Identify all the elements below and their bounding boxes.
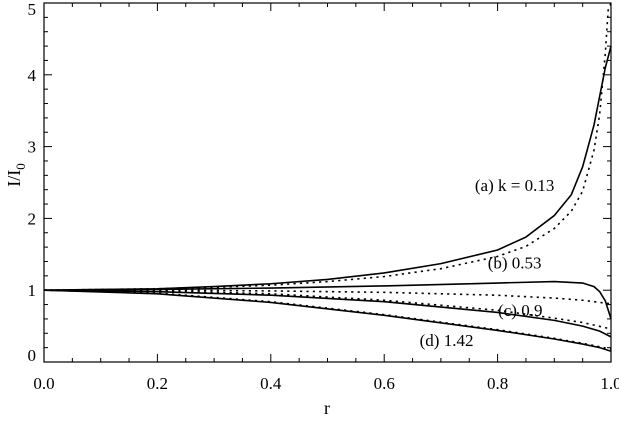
- x-tick-label: 1.0: [600, 374, 619, 393]
- series-line-d-dotted: [43, 289, 612, 350]
- series-line-c-solid: [43, 289, 612, 338]
- x-tick-label: 0.0: [33, 374, 54, 393]
- y-tick-label: 5: [28, 0, 37, 19]
- y-axis-label: I/I0: [4, 163, 28, 187]
- curve-annotation: (d) 1.42: [420, 331, 474, 350]
- y-axis-label-main: I/I: [4, 170, 24, 187]
- y-tick-label: 3: [28, 138, 37, 157]
- series-line-a-solid: [43, 45, 612, 291]
- series-line-b-solid: [43, 280, 612, 320]
- y-tick-label: 0: [28, 346, 37, 365]
- y-tick-labels: 0 1 2 3 4 5: [28, 0, 37, 365]
- curve-annotation: (a) k = 0.13: [475, 176, 554, 195]
- x-tick-label: 0.8: [487, 374, 508, 393]
- y-axis-label-subscript: 0: [13, 163, 28, 170]
- y-tick-label: 1: [28, 281, 37, 300]
- annotation-layer: (a) k = 0.13 (b) 0.53 (c) 0.9 (d) 1.42: [420, 176, 555, 350]
- series-line-c-dotted: [43, 289, 612, 330]
- series-line-b-dotted: [44, 289, 612, 305]
- x-tick-label: 0.2: [147, 374, 168, 393]
- series-line-a-dotted: [43, 2, 612, 291]
- series-layer: [43, 2, 612, 352]
- x-axis-label: r: [324, 398, 330, 418]
- curve-annotation: (b) 0.53: [488, 254, 542, 273]
- x-tick-labels: 0.0 0.2 0.4 0.6 0.8 1.0: [33, 374, 619, 393]
- curve-annotation: (c) 0.9: [498, 301, 542, 320]
- x-tick-label: 0.6: [374, 374, 395, 393]
- y-tick-label: 4: [28, 66, 37, 85]
- series-line-d-solid: [43, 289, 612, 352]
- x-tick-label: 0.4: [260, 374, 282, 393]
- y-tick-label: 2: [28, 209, 37, 228]
